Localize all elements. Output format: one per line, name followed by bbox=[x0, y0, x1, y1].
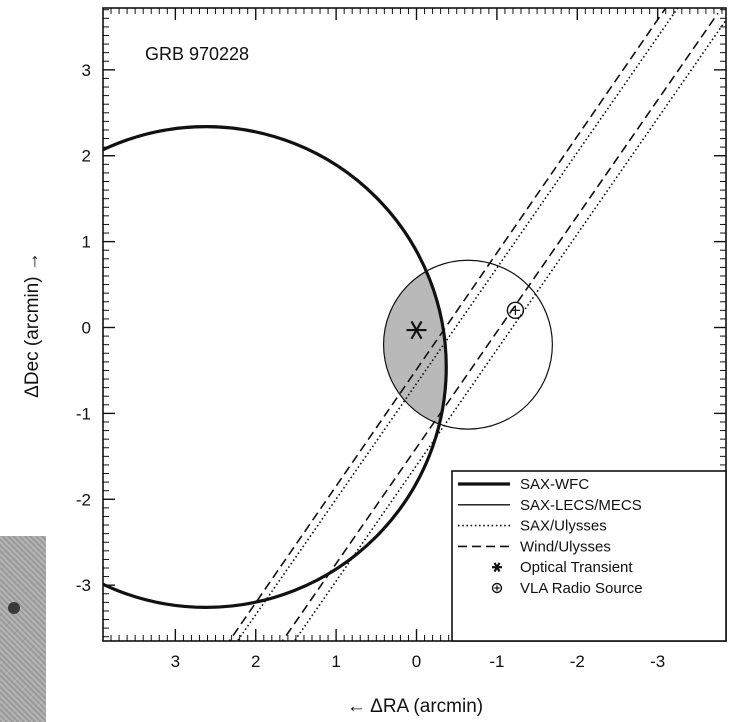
y-tick-label: -1 bbox=[76, 404, 91, 423]
wind-ulysses-band-line-1 bbox=[228, 8, 667, 641]
optical-image-inset bbox=[0, 536, 46, 722]
y-axis-label: ΔDec (arcmin) → bbox=[22, 252, 43, 398]
x-tick-label: -1 bbox=[489, 652, 504, 671]
legend-label-sax-wfc: SAX-WFC bbox=[520, 476, 589, 493]
wind-ulysses-band-line-2 bbox=[281, 12, 719, 641]
x-axis-label: ← ΔRA (arcmin) bbox=[347, 696, 483, 717]
x-tick-label: 1 bbox=[331, 652, 340, 671]
x-tick-label: 2 bbox=[251, 652, 260, 671]
legend-label-sax-lecs-mecs: SAX-LECS/MECS bbox=[520, 497, 642, 514]
y-tick-label: 0 bbox=[82, 319, 91, 338]
plot-frame bbox=[102, 7, 727, 642]
legend-swatch-optical-transient bbox=[492, 562, 502, 573]
sax-lecs-mecs-error-circle bbox=[382, 259, 553, 430]
shaded-overlap-region bbox=[383, 260, 447, 430]
x-tick-label: 0 bbox=[412, 652, 421, 671]
x-tick-label: -2 bbox=[570, 652, 585, 671]
legend-box bbox=[451, 470, 727, 642]
y-tick-label: 3 bbox=[82, 61, 91, 80]
legend-label-vla-radio-source: VLA Radio Source bbox=[520, 580, 643, 597]
optical-transient-marker bbox=[406, 320, 427, 340]
inset-source-dot bbox=[8, 602, 20, 614]
x-tick-label: 3 bbox=[171, 652, 180, 671]
vla-radio-source-marker bbox=[506, 301, 525, 320]
y-tick-label: 1 bbox=[82, 233, 91, 252]
y-tick-label: -3 bbox=[76, 576, 91, 595]
sax-ulysses-band-line-2 bbox=[293, 19, 726, 641]
x-tick-label: -3 bbox=[650, 652, 665, 671]
legend-label-wind-ulysses: Wind/Ulysses bbox=[520, 538, 611, 555]
chart-title: GRB 970228 bbox=[145, 44, 249, 64]
legend: SAX-WFC SAX-LECS/MECS SAX/Ulysses Wind/Ulys… bbox=[451, 470, 727, 642]
y-tick-label: 2 bbox=[82, 147, 91, 166]
y-tick-label: -2 bbox=[76, 490, 91, 509]
legend-swatch-vla-radio-source bbox=[491, 582, 503, 594]
legend-label-optical-transient: Optical Transient bbox=[520, 559, 633, 576]
plot-data-layer bbox=[103, 8, 726, 641]
legend-label-sax-ulysses: SAX/Ulysses bbox=[520, 518, 607, 535]
sax-wfc-error-circle bbox=[103, 125, 448, 609]
